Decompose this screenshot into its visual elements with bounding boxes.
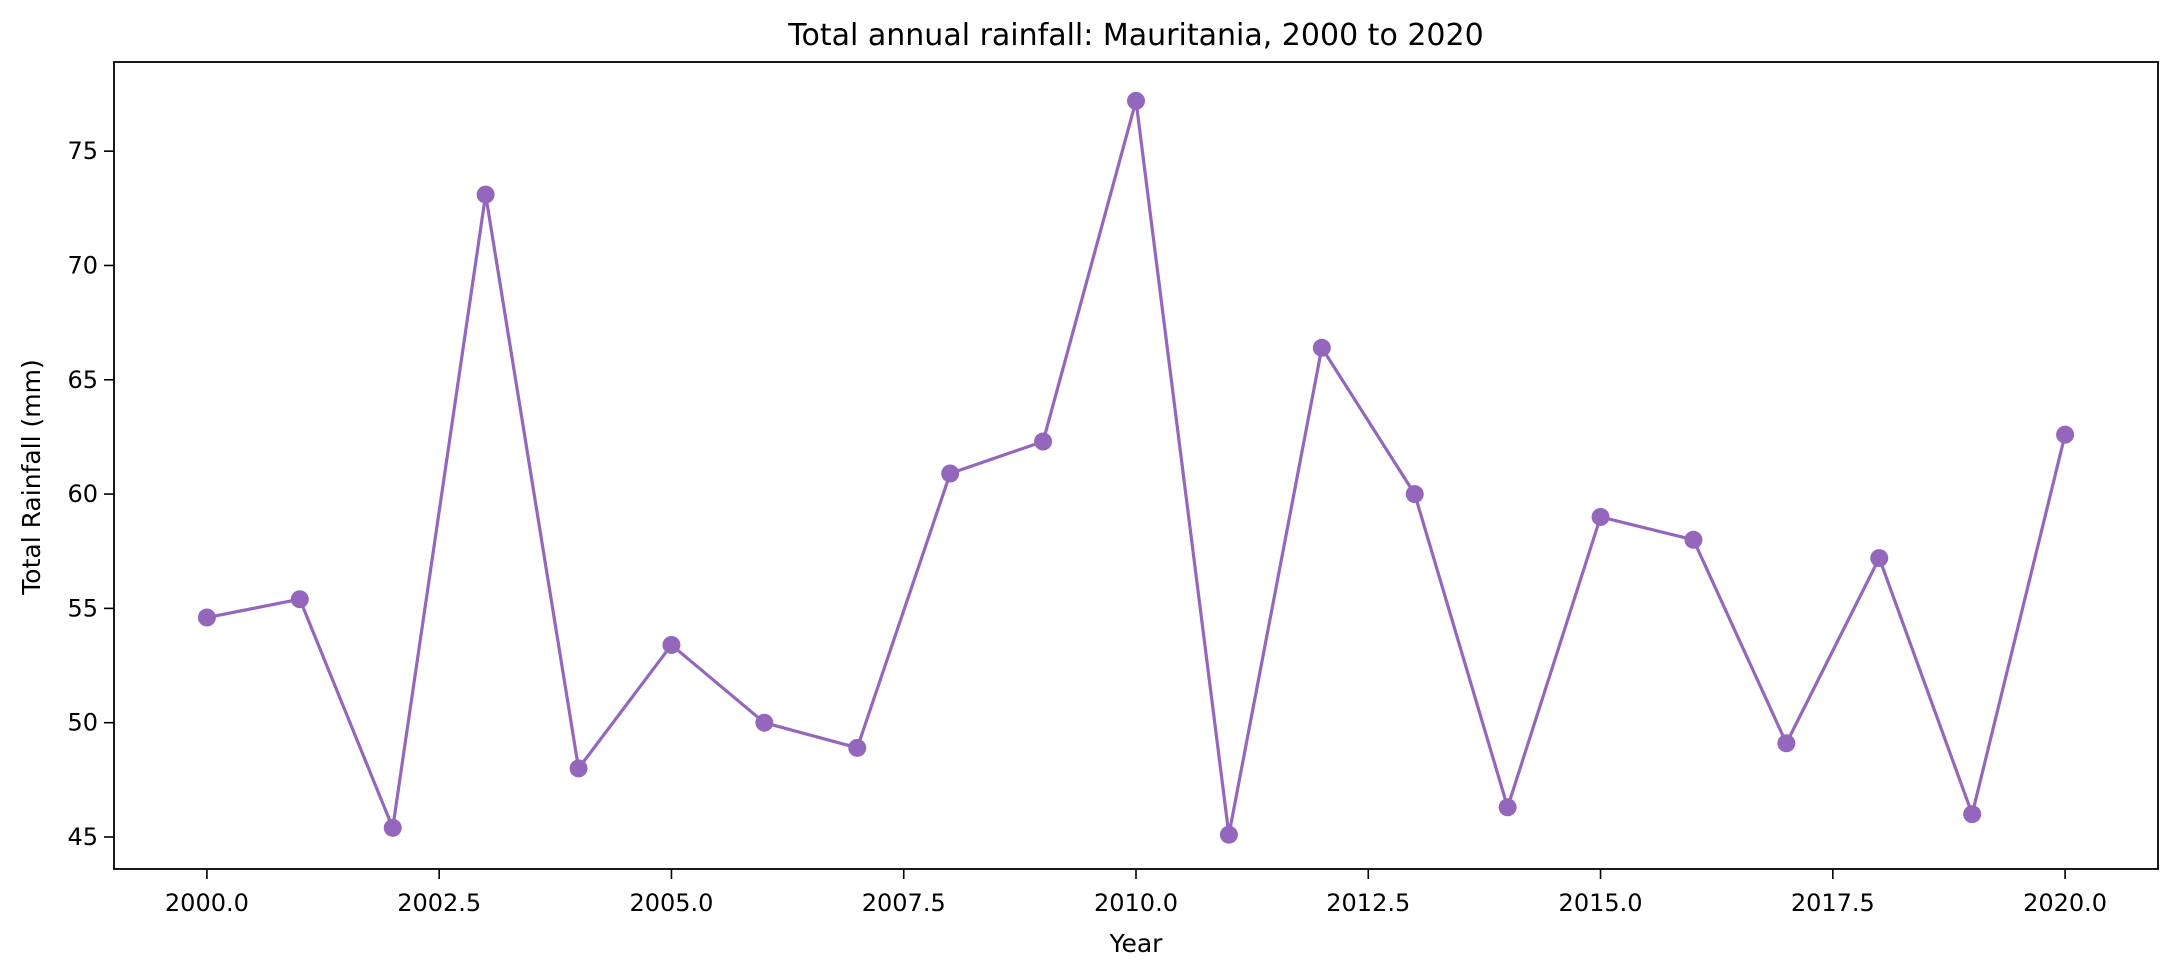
x-tick-label: 2020.0 (2023, 889, 2107, 917)
data-point (1498, 798, 1517, 817)
data-point (755, 713, 774, 732)
x-tick-label: 2002.5 (397, 889, 481, 917)
plot-frame (113, 61, 2159, 870)
y-tick-label: 55 (67, 594, 98, 622)
y-tick-label: 60 (67, 480, 98, 508)
x-tick-label: 2015.0 (1559, 889, 1643, 917)
x-axis: 2000.0 2002.5 2005.0 2007.5 2010.0 2012.5 2015… (165, 869, 2107, 917)
x-tick-label: 2005.0 (629, 889, 713, 917)
x-tick-label: 2007.5 (862, 889, 946, 917)
data-point (1870, 549, 1889, 568)
data-point (1963, 805, 1982, 824)
data-point (1034, 432, 1053, 451)
data-point (1684, 530, 1703, 549)
data-point (2056, 425, 2075, 444)
chart-title: Total annual rainfall: Mauritania, 2000 … (787, 18, 1483, 53)
data-point (1405, 485, 1424, 504)
x-tick-label: 2000.0 (165, 889, 249, 917)
y-tick-label: 70 (67, 251, 98, 279)
x-tick-label: 2017.5 (1791, 889, 1875, 917)
data-point (848, 738, 867, 757)
y-tick-label: 75 (67, 137, 98, 165)
data-point (1219, 825, 1238, 844)
series-line (206, 99, 2067, 837)
y-tick-label: 50 (67, 709, 98, 737)
data-point (1591, 507, 1610, 526)
data-point (569, 759, 588, 778)
x-tick-label: 2010.0 (1094, 889, 1178, 917)
x-tick-label: 2012.5 (1326, 889, 1410, 917)
data-point (290, 590, 309, 609)
y-tick-label: 45 (67, 823, 98, 851)
data-point (1127, 91, 1145, 110)
y-tick-label: 65 (67, 366, 98, 394)
y-axis-label: Total Rainfall (mm) (17, 359, 46, 595)
x-axis-label: Year (1109, 929, 1164, 958)
plot-area (113, 61, 2159, 870)
data-point (1777, 734, 1796, 753)
y-axis: 45 50 55 60 65 70 75 (67, 137, 114, 851)
data-point (197, 608, 216, 627)
data-point (476, 185, 495, 204)
data-point (383, 818, 402, 837)
data-point (1312, 338, 1331, 357)
data-point (941, 464, 960, 483)
data-point (662, 635, 681, 654)
